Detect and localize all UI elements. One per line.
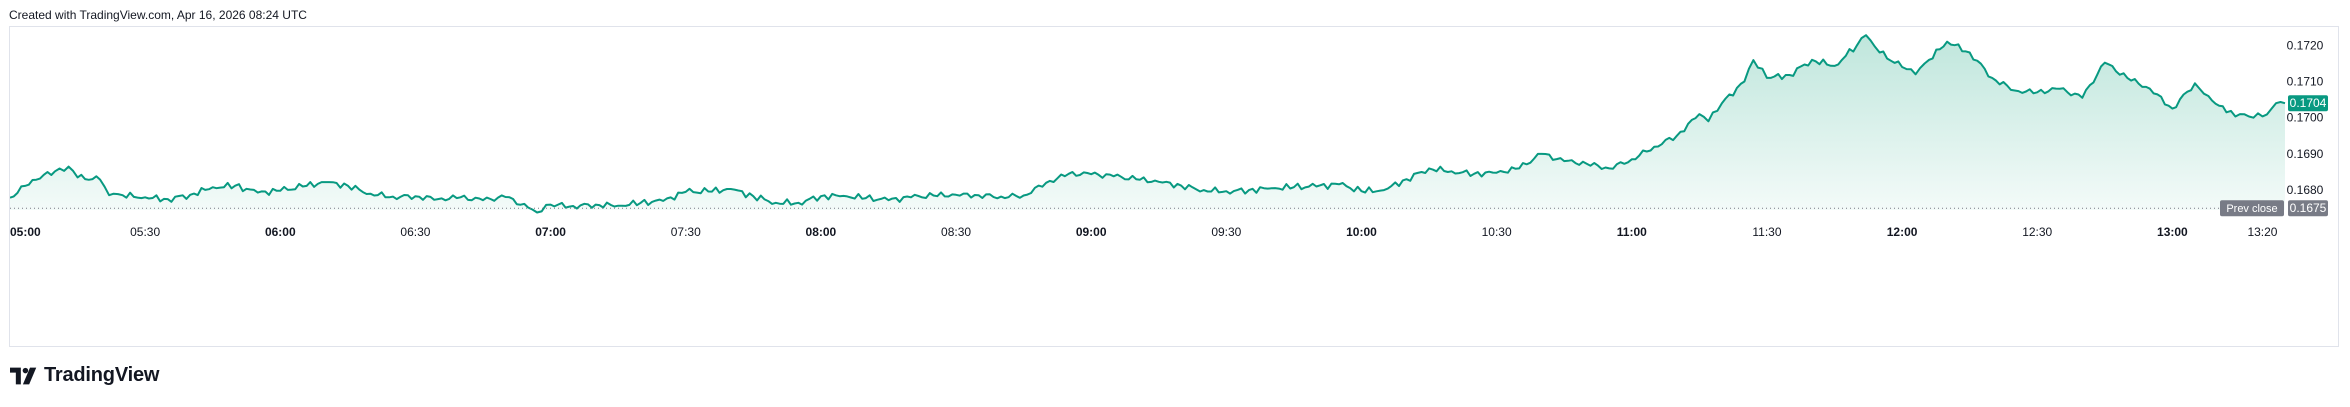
x-tick-label: 13:00 xyxy=(2157,225,2188,239)
x-tick-label: 10:00 xyxy=(1346,225,1377,239)
chart-panel[interactable]: 0.1720 0.1710 0.1700 0.1690 0.1680 05:00 05:3… xyxy=(9,26,2339,347)
tradingview-logo-icon xyxy=(10,367,37,384)
x-tick-label: 13:20 xyxy=(2247,225,2277,239)
x-tick-label: 07:00 xyxy=(535,225,566,239)
x-tick-label: 12:30 xyxy=(2022,225,2052,239)
x-tick-label: 07:30 xyxy=(671,225,701,239)
brand-name: TradingView xyxy=(44,364,160,386)
y-tick-label: 0.1700 xyxy=(2287,111,2324,125)
prev-close-label: Prev close xyxy=(2226,203,2277,215)
x-tick-label: 09:00 xyxy=(1076,225,1107,239)
x-tick-label: 08:00 xyxy=(806,225,837,239)
x-tick-label: 09:30 xyxy=(1211,225,1241,239)
x-tick-label: 08:30 xyxy=(941,225,971,239)
prev-close-badge: Prev close 0.1675 xyxy=(2220,200,2328,217)
x-tick-label: 06:00 xyxy=(265,225,296,239)
x-tick-label: 05:00 xyxy=(10,225,41,239)
x-tick-label: 12:00 xyxy=(1887,225,1918,239)
series-line[interactable] xyxy=(10,34,2286,214)
created-with-caption: Created with TradingView.com, Apr 16, 20… xyxy=(9,8,307,22)
prev-close-value: 0.1675 xyxy=(2290,201,2327,215)
y-tick-label: 0.1690 xyxy=(2287,147,2324,161)
last-price-label: 0.1704 xyxy=(2290,96,2327,110)
time-axis[interactable]: 05:00 05:30 06:00 06:30 07:00 07:30 08:00 08:30… xyxy=(10,225,2278,239)
tradingview-brand[interactable]: TradingView xyxy=(10,364,159,387)
x-tick-label: 11:00 xyxy=(1617,225,1647,239)
area-layer xyxy=(10,34,2286,214)
y-tick-label: 0.1710 xyxy=(2287,74,2324,88)
price-labels: 0.1704 Prev close 0.1675 xyxy=(2220,95,2328,217)
y-tick-label: 0.1680 xyxy=(2287,183,2324,197)
x-tick-label: 05:30 xyxy=(130,225,160,239)
series-area-fill xyxy=(10,35,2285,213)
price-axis[interactable]: 0.1720 0.1710 0.1700 0.1690 0.1680 xyxy=(2287,38,2324,197)
price-chart[interactable]: 0.1720 0.1710 0.1700 0.1690 0.1680 05:00 05:3… xyxy=(10,27,2340,348)
x-tick-label: 11:30 xyxy=(1752,225,1781,239)
last-price-badge: 0.1704 xyxy=(2288,95,2328,112)
y-tick-label: 0.1720 xyxy=(2287,38,2324,52)
x-tick-label: 06:30 xyxy=(400,225,430,239)
x-tick-label: 10:30 xyxy=(1482,225,1512,239)
